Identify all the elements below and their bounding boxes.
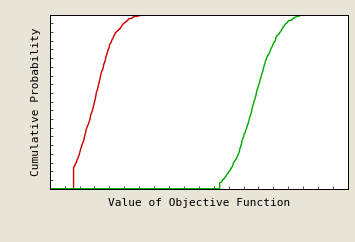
Y-axis label: Cumulative Probability: Cumulative Probability <box>31 27 41 176</box>
X-axis label: Value of Objective Function: Value of Objective Function <box>108 198 290 208</box>
